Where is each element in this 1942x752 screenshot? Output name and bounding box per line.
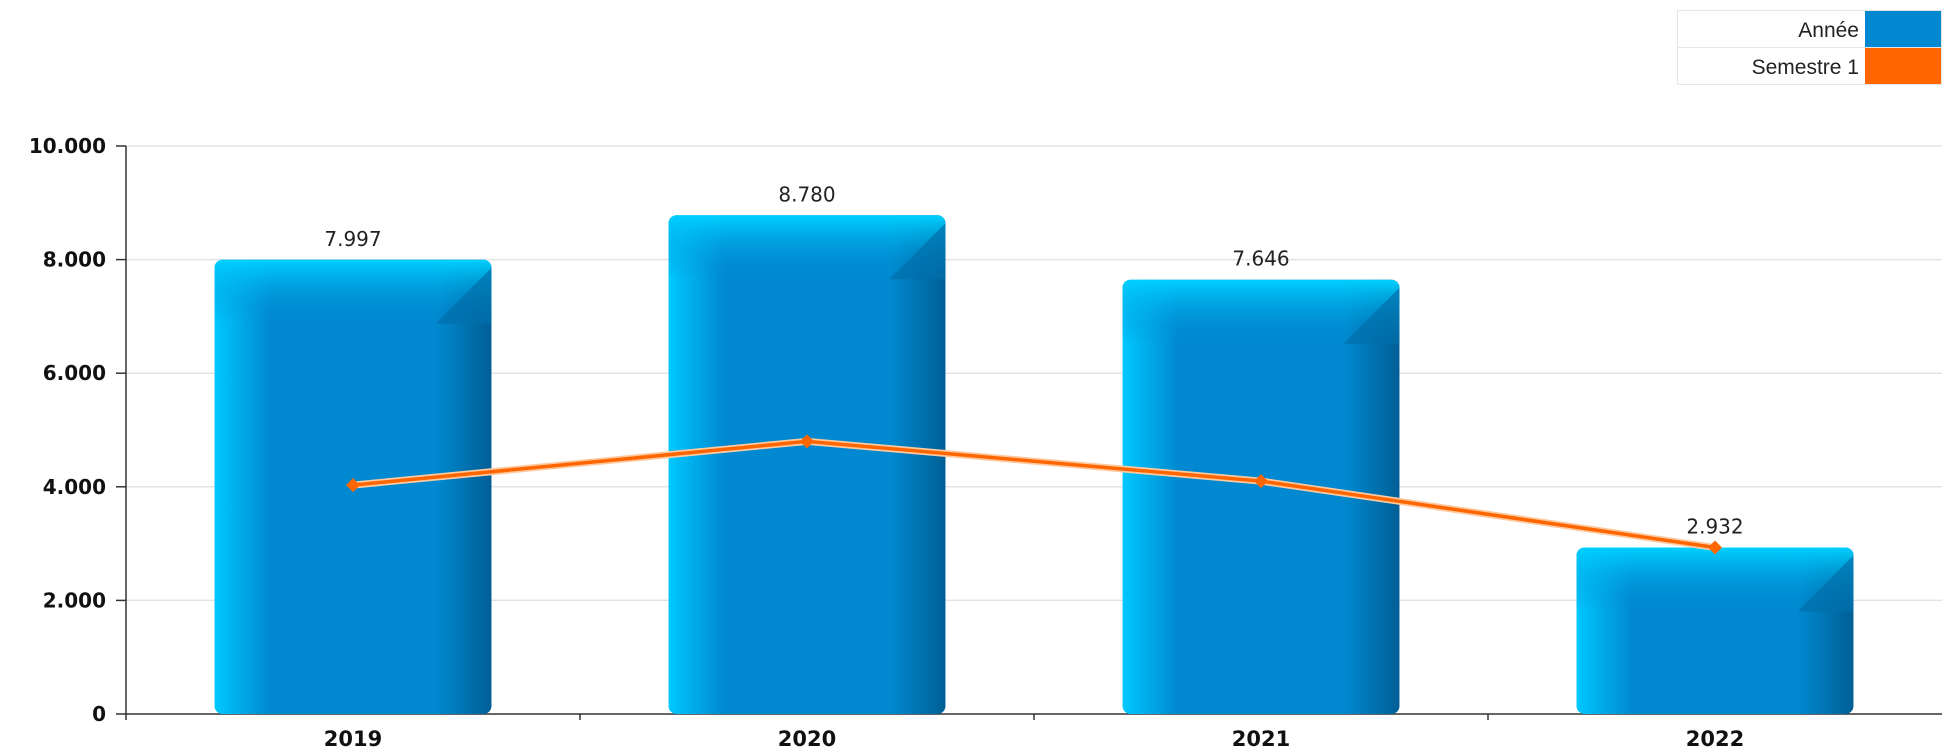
line-series-glow: [352, 437, 1716, 551]
bar-highlight: [214, 259, 492, 324]
bar-bevel: [435, 267, 492, 324]
bar-bevel: [1797, 555, 1854, 612]
legend-item-annee[interactable]: Année: [1677, 10, 1942, 47]
line-point: [800, 434, 814, 449]
bar: [1576, 547, 1854, 714]
y-tick-label: 8.000: [43, 248, 106, 272]
y-tick-label: 2.000: [43, 588, 106, 612]
x-tick-label: 2020: [778, 727, 836, 751]
y-tick-label: 6.000: [43, 361, 106, 385]
legend-label-semestre-1: Semestre 1: [1751, 56, 1859, 79]
bar-highlight: [668, 215, 946, 280]
legend: Année Semestre 1: [1677, 10, 1942, 85]
line-point: [1708, 540, 1722, 555]
bar: [1122, 279, 1400, 714]
bar-highlight: [1122, 279, 1400, 344]
line-series-semestre-1: [346, 434, 1722, 555]
line-point: [1254, 474, 1268, 489]
bar-data-label: 7.997: [324, 227, 381, 251]
x-tick-label: 2021: [1232, 727, 1290, 751]
x-tick-label: 2022: [1686, 727, 1744, 751]
y-tick-label: 4.000: [43, 475, 106, 499]
bar-data-label: 7.646: [1232, 247, 1289, 271]
bar-data-label: 8.780: [778, 182, 835, 206]
bar-bevel: [889, 223, 946, 280]
bar-body: [668, 215, 946, 714]
legend-swatch-semestre-1: [1865, 48, 1941, 84]
tick-and-data-labels: 0 2.000 4.000 6.000 8.000 10.000 7.997 8.780 7.6…: [29, 134, 1744, 751]
legend-label-annee: Année: [1798, 19, 1859, 42]
legend-swatch-annee: [1865, 11, 1941, 47]
bar-bevel: [1343, 287, 1400, 344]
bar-data-label: 2.932: [1686, 514, 1743, 538]
y-tick-label: 0: [92, 702, 106, 726]
line-point: [346, 478, 360, 493]
x-tick-label: 2019: [324, 727, 382, 751]
bar: [668, 215, 946, 714]
bar-series-annee: [214, 215, 1854, 714]
line-series-path: [352, 439, 1716, 550]
bar-highlight: [1576, 547, 1854, 612]
y-tick-label: 10.000: [29, 134, 106, 158]
legend-item-semestre-1[interactable]: Semestre 1: [1677, 47, 1942, 85]
bar-body: [1122, 279, 1400, 714]
